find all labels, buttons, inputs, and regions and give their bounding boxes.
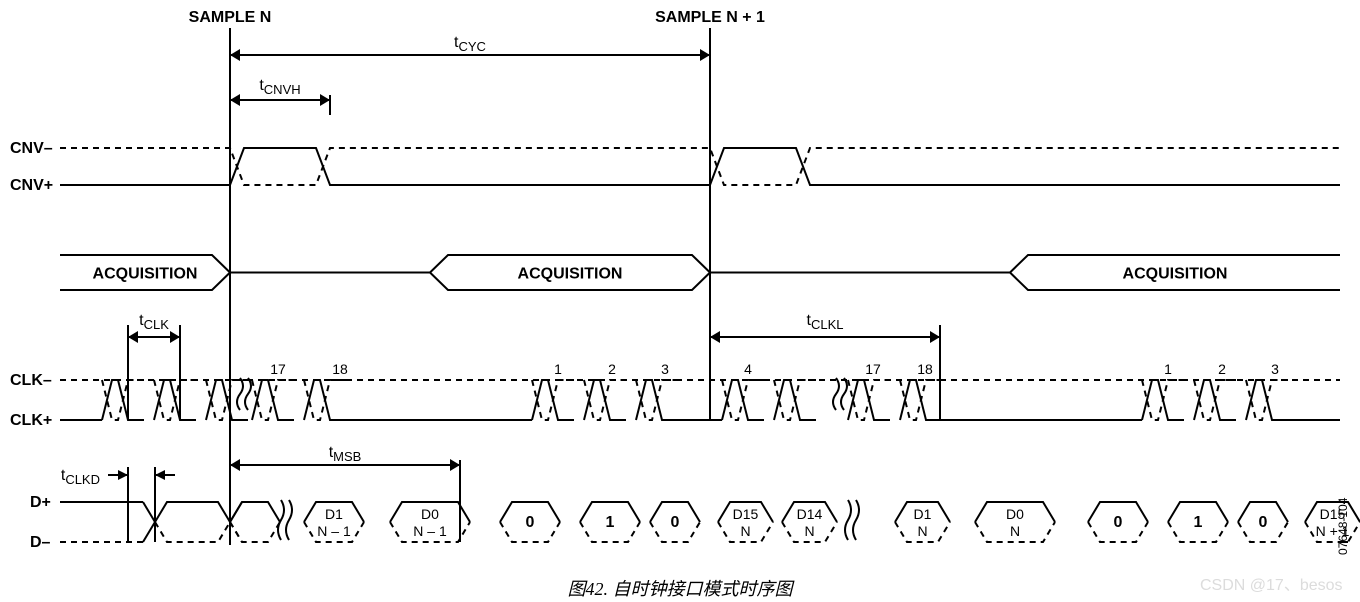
svg-text:1: 1 (1164, 361, 1172, 377)
svg-text:0: 0 (526, 514, 535, 531)
svg-text:D+: D+ (30, 494, 51, 511)
svg-text:1: 1 (1194, 514, 1203, 531)
svg-text:N: N (740, 523, 750, 539)
svg-text:CNV–: CNV– (10, 140, 53, 157)
svg-text:1: 1 (606, 514, 615, 531)
svg-text:tCLKD: tCLKD (61, 467, 100, 487)
svg-text:0: 0 (1114, 514, 1123, 531)
svg-text:tCLKL: tCLKL (807, 312, 844, 332)
svg-text:CLK–: CLK– (10, 372, 52, 389)
svg-text:D0: D0 (421, 506, 439, 522)
svg-text:ACQUISITION: ACQUISITION (1123, 266, 1228, 283)
svg-text:D15: D15 (733, 506, 759, 522)
svg-text:2: 2 (1218, 361, 1226, 377)
svg-text:18: 18 (917, 361, 933, 377)
svg-text:17: 17 (865, 361, 881, 377)
svg-text:tCNVH: tCNVH (259, 77, 300, 97)
svg-text:D–: D– (30, 534, 51, 551)
svg-text:ACQUISITION: ACQUISITION (93, 266, 198, 283)
svg-text:tCLK: tCLK (139, 312, 169, 332)
svg-text:ACQUISITION: ACQUISITION (518, 266, 623, 283)
svg-text:0: 0 (671, 514, 680, 531)
svg-text:D1: D1 (914, 506, 932, 522)
svg-text:N – 1: N – 1 (413, 523, 447, 539)
svg-text:SAMPLE N + 1: SAMPLE N + 1 (655, 9, 765, 26)
svg-text:tMSB: tMSB (329, 444, 362, 464)
svg-text:CLK+: CLK+ (10, 412, 52, 429)
svg-text:CSDN @17、besos: CSDN @17、besos (1200, 577, 1343, 594)
svg-text:N – 1: N – 1 (317, 523, 351, 539)
svg-text:D14: D14 (797, 506, 823, 522)
svg-text:SAMPLE N: SAMPLE N (189, 9, 272, 26)
svg-text:N: N (1010, 523, 1020, 539)
svg-text:1: 1 (554, 361, 562, 377)
svg-text:D1: D1 (325, 506, 343, 522)
svg-text:CNV+: CNV+ (10, 177, 53, 194)
svg-text:N: N (804, 523, 814, 539)
svg-text:4: 4 (744, 361, 752, 377)
svg-text:0: 0 (1259, 514, 1268, 531)
svg-text:2: 2 (608, 361, 616, 377)
svg-text:图42. 自时钟接口模式时序图: 图42. 自时钟接口模式时序图 (568, 579, 796, 599)
svg-text:18: 18 (332, 361, 348, 377)
svg-text:N: N (917, 523, 927, 539)
svg-text:17: 17 (270, 361, 286, 377)
svg-text:3: 3 (1271, 361, 1279, 377)
svg-text:07648-104: 07648-104 (1336, 497, 1350, 555)
svg-text:tCYC: tCYC (454, 34, 486, 54)
svg-text:D0: D0 (1006, 506, 1024, 522)
svg-text:3: 3 (661, 361, 669, 377)
